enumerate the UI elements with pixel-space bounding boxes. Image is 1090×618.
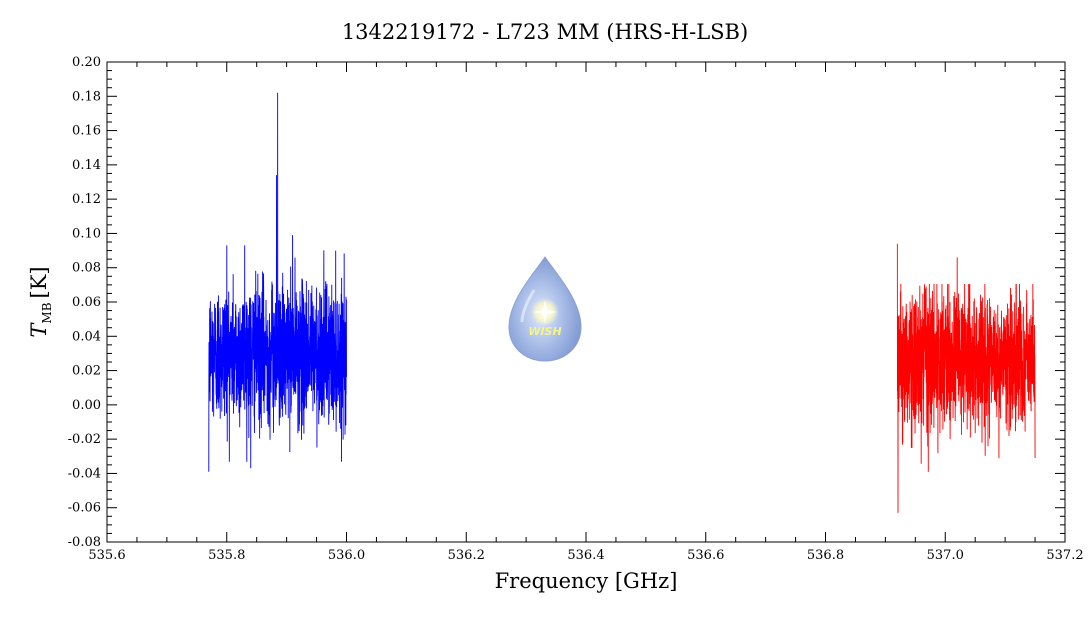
y-tick-label: 0.18	[72, 89, 101, 104]
spectrum-line-blue	[208, 92, 347, 472]
y-axis-label-sub: MB	[40, 302, 54, 323]
x-tick-label: 536.2	[448, 548, 485, 563]
y-tick-label: -0.08	[68, 535, 101, 550]
y-axis-label-main: T	[27, 322, 51, 338]
logo-label: WISH	[528, 325, 561, 338]
x-tick-label: 537.2	[1046, 548, 1083, 563]
x-tick-label: 536.4	[567, 548, 604, 563]
x-tick-label: 537.0	[927, 548, 964, 563]
y-tick-labels: -0.08 -0.06 -0.04 -0.02 0.00 0.02 0.04 0.06 0.08…	[68, 55, 101, 550]
x-tick-label: 535.6	[88, 548, 125, 563]
x-tick-label: 536.6	[687, 548, 724, 563]
y-tick-label: 0.12	[72, 192, 101, 207]
wish-logo: WISH	[508, 256, 582, 362]
y-tick-label: 0.00	[72, 398, 101, 413]
y-tick-label: 0.16	[72, 124, 101, 139]
y-tick-label: -0.06	[68, 501, 101, 516]
y-axis-label-unit: [K]	[27, 266, 51, 298]
y-tick-label: -0.04	[68, 466, 101, 481]
x-tick-label: 536.8	[807, 548, 844, 563]
x-tick-labels: 535.6 535.8 536.0 536.2 536.4 536.6 536.8 537.0…	[88, 548, 1083, 563]
y-tick-label: 0.10	[72, 226, 101, 241]
series-layer	[208, 92, 1036, 513]
y-tick-label: 0.14	[72, 158, 101, 173]
star-icon	[533, 300, 557, 324]
y-tick-label: 0.02	[72, 364, 101, 379]
axis-ticks	[106, 61, 1066, 543]
chart-title: 1342219172 - L723 MM (HRS-H-LSB)	[342, 20, 748, 44]
x-axis-label: Frequency [GHz]	[495, 569, 678, 593]
y-axis-label: TMB [K]	[27, 266, 54, 337]
y-tick-label: 0.08	[72, 261, 101, 276]
y-tick-label: 0.06	[72, 295, 101, 310]
y-tick-label: -0.02	[68, 432, 101, 447]
x-tick-label: 535.8	[208, 548, 245, 563]
x-tick-label: 536.0	[328, 548, 365, 563]
y-tick-label: 0.04	[72, 329, 101, 344]
spectrum-line-red	[896, 243, 1036, 513]
y-tick-label: 0.20	[72, 55, 101, 70]
